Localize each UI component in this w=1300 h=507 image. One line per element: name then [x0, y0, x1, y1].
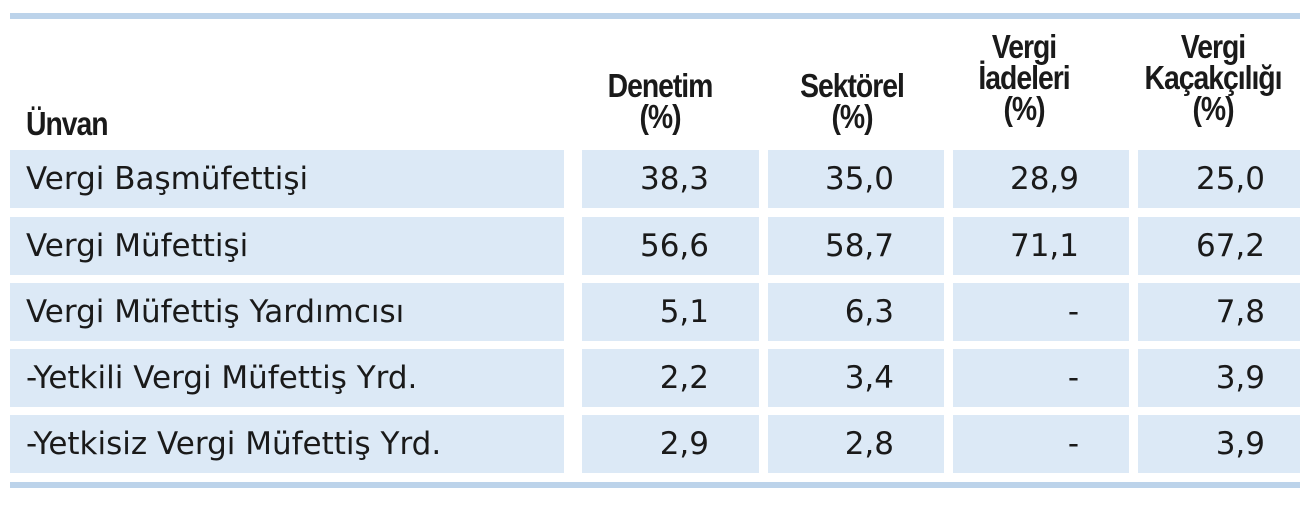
header-vergi-kacakciligi: Vergi Kaçakçılığı (%)	[1127, 28, 1299, 127]
cell-vergi-kacakciligi: 67,2	[1138, 217, 1300, 275]
cell-sektorel: 2,8	[768, 415, 944, 473]
cell-denetim: 38,3	[582, 150, 759, 208]
header-denetim-line-1: Denetim	[607, 67, 714, 104]
cell-vergi-kacakciligi: 3,9	[1138, 415, 1300, 473]
cell-denetim: 2,9	[582, 415, 759, 473]
header-sektorel: Sektörel (%)	[766, 67, 938, 135]
header-sektorel-line-2: (%)	[831, 98, 873, 135]
header-denetim-line-2: (%)	[639, 98, 681, 135]
row-label: -Yetkili Vergi Müfettiş Yrd.	[10, 349, 564, 407]
row-label: Vergi Başmüfettişi	[10, 150, 564, 208]
cell-denetim: 2,2	[582, 349, 759, 407]
row-label: Vergi Müfettişi	[10, 217, 564, 275]
cell-vergi-kacakciligi: 25,0	[1138, 150, 1300, 208]
cell-vergi-iadeleri: -	[953, 415, 1129, 473]
cell-vergi-iadeleri: 28,9	[953, 150, 1129, 208]
cell-denetim: 5,1	[582, 283, 759, 341]
cell-sektorel: 35,0	[768, 150, 944, 208]
cell-vergi-iadeleri: -	[953, 349, 1129, 407]
cell-vergi-iadeleri: 71,1	[953, 217, 1129, 275]
header-vergi-kacakciligi-line-1: Vergi	[1180, 28, 1246, 65]
cell-vergi-kacakciligi: 7,8	[1138, 283, 1300, 341]
cell-sektorel: 6,3	[768, 283, 944, 341]
header-unvan: Ünvan	[26, 105, 109, 142]
header-vergi-iadeleri-line-2: İadeleri	[978, 59, 1070, 96]
cell-sektorel: 3,4	[768, 349, 944, 407]
header-vergi-iadeleri: Vergi İadeleri (%)	[938, 28, 1110, 127]
row-label: Vergi Müfettiş Yardımcısı	[10, 283, 564, 341]
header-vergi-kacakciligi-line-3: (%)	[1192, 90, 1234, 127]
cell-sektorel: 58,7	[768, 217, 944, 275]
cell-vergi-kacakciligi: 3,9	[1138, 349, 1300, 407]
cell-denetim: 56,6	[582, 217, 759, 275]
header-vergi-iadeleri-line-3: (%)	[1003, 90, 1045, 127]
header-sektorel-line-1: Sektörel	[800, 67, 905, 104]
header-denetim: Denetim (%)	[574, 67, 746, 135]
top-rule	[10, 13, 1300, 19]
bottom-rule	[10, 482, 1300, 488]
cell-vergi-iadeleri: -	[953, 283, 1129, 341]
header-vergi-iadeleri-line-1: Vergi	[991, 28, 1057, 65]
header-vergi-kacakciligi-line-2: Kaçakçılığı	[1144, 59, 1283, 96]
row-label: -Yetkisiz Vergi Müfettiş Yrd.	[10, 415, 564, 473]
